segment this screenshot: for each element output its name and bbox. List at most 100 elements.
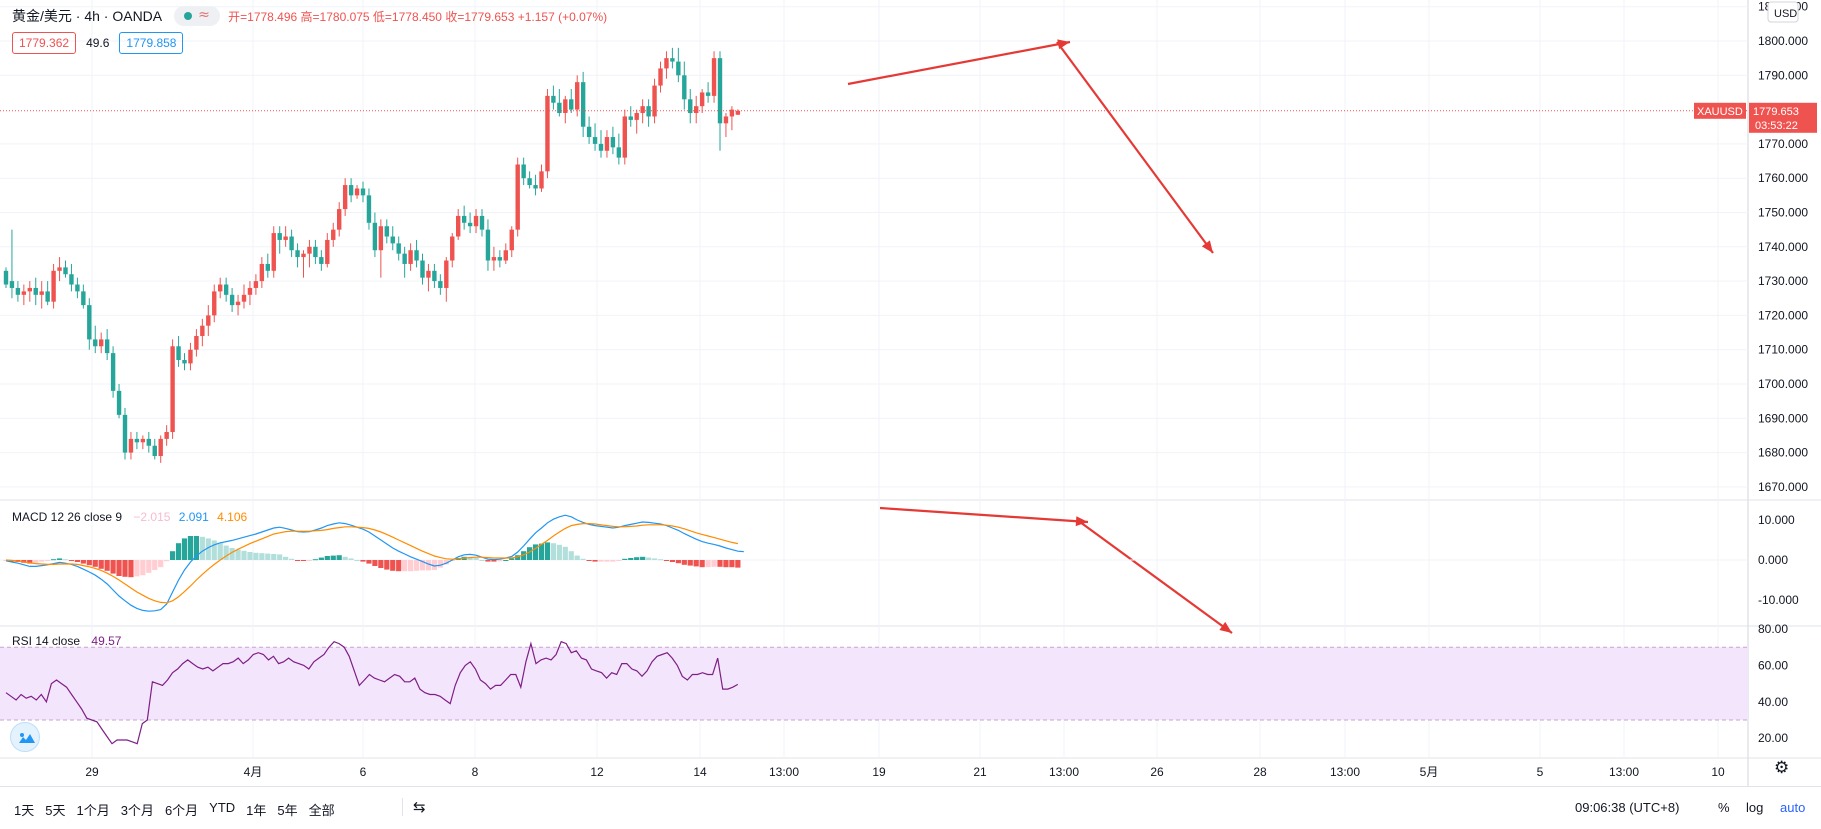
macd-histogram-bar xyxy=(265,553,271,560)
candle-body xyxy=(545,95,550,172)
chart-canvas[interactable]: 1810.0001800.0001790.0001770.0001760.000… xyxy=(0,0,1821,786)
candle-body xyxy=(735,110,741,115)
candle-body xyxy=(307,246,312,254)
candle-body xyxy=(467,222,473,227)
macd-histogram-bar xyxy=(711,560,717,567)
candle-body xyxy=(652,85,657,117)
macd-histogram-bar xyxy=(360,560,366,562)
price-tick-label: 1700.000 xyxy=(1758,377,1808,391)
rsi-tick-label: 60.00 xyxy=(1758,658,1788,672)
macd-histogram-bar xyxy=(485,560,491,562)
candle-body xyxy=(396,243,401,254)
candle-body xyxy=(503,250,508,261)
macd-histogram-bar xyxy=(580,558,586,560)
macd-histogram-bar xyxy=(181,538,188,560)
clock-display[interactable]: 09:06:38 (UTC+8) xyxy=(1575,800,1680,815)
bid-price-box[interactable]: 1779.362 xyxy=(12,32,77,54)
candle-body xyxy=(497,257,503,261)
macd-histogram-bar xyxy=(396,560,402,572)
rsi-label[interactable]: RSI 14 close xyxy=(12,634,81,648)
macd-histogram-bar xyxy=(306,560,313,561)
macd-histogram-bar xyxy=(419,560,426,571)
macd-histogram-bar xyxy=(544,542,551,560)
candle-body xyxy=(354,188,360,196)
range-button-7[interactable]: 5年 xyxy=(277,803,298,818)
range-button-2[interactable]: 1个月 xyxy=(76,803,110,818)
range-button-6[interactable]: 1年 xyxy=(246,803,267,818)
auto-scale-button[interactable]: auto xyxy=(1780,800,1806,815)
candle-body xyxy=(539,171,544,189)
macd-histogram-bar xyxy=(640,556,646,560)
tradingview-logo[interactable] xyxy=(10,722,40,752)
macd-histogram-bar xyxy=(294,560,301,561)
macd-histogram-bar xyxy=(586,560,592,561)
range-button-5[interactable]: YTD xyxy=(209,800,236,815)
range-button-1[interactable]: 5天 xyxy=(45,803,66,818)
candle-body xyxy=(699,92,705,107)
candle-body xyxy=(402,253,407,264)
candle-body xyxy=(688,99,693,114)
rsi-tick-label: 80.00 xyxy=(1758,622,1788,636)
percent-scale-button[interactable]: % xyxy=(1718,800,1730,815)
candle-body xyxy=(87,305,92,340)
symbol-title[interactable]: 黄金/美元 · 4h · OANDA xyxy=(12,8,163,24)
range-button-8[interactable]: 全部 xyxy=(308,803,335,818)
price-tick-label: 1800.000 xyxy=(1758,34,1808,48)
macd-label[interactable]: MACD 12 26 close 9 xyxy=(12,510,123,524)
candle-body xyxy=(33,287,38,295)
candle-body xyxy=(634,113,639,120)
live-status-toggle[interactable]: ≈ xyxy=(174,6,221,26)
compare-icon[interactable]: ⇆ xyxy=(402,798,426,816)
candle-body xyxy=(15,287,21,295)
ask-price-box[interactable]: 1779.858 xyxy=(119,32,184,54)
candle-body xyxy=(628,116,633,120)
candle-body xyxy=(206,315,211,326)
candle-body xyxy=(676,61,681,76)
current-price-tag xyxy=(1749,102,1817,133)
macd-hist-value: −2.015 xyxy=(133,510,171,524)
candle-body xyxy=(711,58,717,96)
candle-body xyxy=(128,438,134,453)
macd-histogram-bar xyxy=(193,536,199,560)
range-button-4[interactable]: 6个月 xyxy=(164,803,199,818)
candle-body xyxy=(610,137,616,148)
candle-body xyxy=(313,246,318,258)
macd-histogram-bar xyxy=(616,560,622,561)
macd-down-arrow-line xyxy=(1079,521,1233,634)
macd-histogram-bar xyxy=(598,560,604,562)
symbol-header: 黄金/美元 · 4h · OANDA ≈ 开=1778.496 高=1780.0… xyxy=(12,6,607,26)
macd-histogram-bar xyxy=(735,560,741,568)
macd-histogram-bar xyxy=(110,560,116,574)
macd-histogram-bar xyxy=(68,560,75,561)
candle-body xyxy=(277,233,282,240)
macd-histogram-bar xyxy=(92,560,98,567)
macd-histogram-bar xyxy=(45,560,51,561)
range-button-0[interactable]: 1天 xyxy=(14,803,35,818)
candle-body xyxy=(414,250,419,261)
candle-body xyxy=(259,263,265,282)
candle-body xyxy=(152,445,157,457)
macd-histogram-bar xyxy=(527,547,533,560)
candle-body xyxy=(622,116,627,158)
price-tick-label: 1670.000 xyxy=(1758,480,1808,494)
candle-body xyxy=(551,95,556,103)
candle-body xyxy=(212,291,217,316)
candle-body xyxy=(265,263,270,271)
log-scale-button[interactable]: log xyxy=(1746,800,1764,815)
range-button-3[interactable]: 3个月 xyxy=(120,803,154,818)
candle-body xyxy=(182,359,187,364)
macd-histogram-bar xyxy=(384,560,390,570)
time-tick-label: 13:00 xyxy=(769,765,799,779)
rsi-tick-label: 20.00 xyxy=(1758,731,1788,745)
candle-body xyxy=(616,147,622,158)
candle-body xyxy=(348,185,354,196)
range-buttons: 1天 5天 1个月 3个月 6个月 YTD 1年 5年 全部 xyxy=(14,800,346,819)
macd-histogram-bar xyxy=(289,558,295,560)
candle-body xyxy=(194,335,199,350)
candle-body xyxy=(337,209,342,230)
macd-histogram-bar xyxy=(378,560,384,568)
candle-body xyxy=(586,126,592,138)
candle-body xyxy=(640,106,645,114)
time-tick-label: 13:00 xyxy=(1049,765,1079,779)
gear-icon[interactable]: ⚙ xyxy=(1774,758,1790,778)
